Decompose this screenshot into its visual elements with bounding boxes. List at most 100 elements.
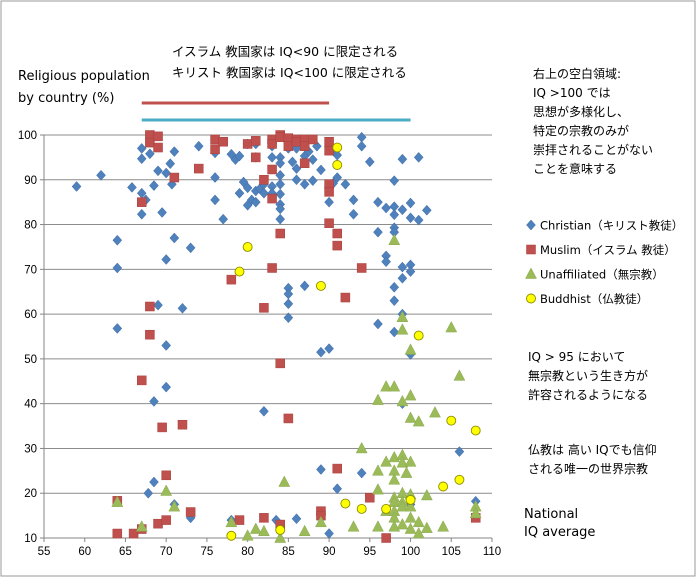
legend-label: Muslim（イスラム 教徒）	[540, 243, 676, 257]
x-tick-label: 60	[78, 546, 91, 558]
point-square	[218, 136, 228, 147]
point-triangle	[445, 321, 458, 333]
point-diamond	[136, 153, 147, 165]
point-diamond	[389, 326, 400, 338]
annotation-upper-right-line: 崇拝されることがない	[533, 142, 653, 157]
point-square	[332, 228, 342, 239]
reference-lines	[141, 101, 411, 122]
point-square	[283, 133, 294, 143]
annotation-islam-limit: イスラム 教国家は IQ<90 に限定される	[172, 44, 398, 59]
point-square	[112, 528, 123, 539]
point-diamond	[381, 256, 391, 268]
y-axis-label-line2: by country (%)	[18, 91, 114, 106]
point-circle	[234, 266, 245, 277]
point-diamond	[405, 197, 416, 209]
point-diamond	[340, 178, 351, 190]
x-tick-label: 65	[119, 546, 132, 558]
point-square	[324, 187, 334, 197]
annotation-middle-right: IQ > 95 において 無宗教という生き方が 許容されるようになる	[528, 350, 648, 402]
point-triangle	[400, 466, 413, 478]
point-circle	[405, 494, 416, 505]
point-diamond	[149, 476, 159, 488]
point-diamond	[356, 140, 367, 152]
point-diamond	[169, 232, 180, 244]
y-axis-label-line1: Religious population	[18, 69, 150, 84]
point-diamond	[356, 467, 367, 479]
point-diamond	[332, 172, 343, 183]
point-diamond	[413, 152, 424, 163]
legend-marker-diamond	[526, 219, 536, 231]
point-diamond	[287, 156, 298, 168]
point-diamond	[364, 156, 375, 168]
legend-entry: Muslim（イスラム 教徒）	[526, 243, 676, 257]
point-circle	[356, 503, 367, 514]
point-diamond	[421, 204, 432, 216]
point-square	[299, 158, 310, 168]
point-diamond	[234, 150, 245, 162]
legend-label: Unaffiliated（無宗教）	[540, 268, 664, 282]
y-tick-label: 70	[24, 264, 37, 276]
point-diamond	[250, 196, 261, 208]
point-circle	[438, 481, 449, 492]
point-triangle	[469, 506, 482, 519]
annotation-upper-right-line: ことを意味する	[533, 161, 617, 176]
point-triangle	[347, 520, 360, 532]
point-diamond	[389, 295, 400, 307]
legend-marker-triangle	[525, 267, 537, 279]
point-square	[283, 141, 294, 151]
point-square	[161, 515, 171, 525]
point-triangle	[355, 441, 368, 454]
point-diamond	[259, 405, 269, 417]
point-diamond	[348, 194, 359, 206]
point-triangle	[412, 515, 425, 528]
annotation-upper-right-line: IQ >100 では	[533, 86, 611, 100]
point-square	[259, 513, 269, 523]
y-tick-label: 20	[24, 488, 37, 500]
point-triangle	[135, 520, 148, 532]
point-square	[161, 470, 171, 481]
point-triangle	[372, 520, 384, 532]
annotation-lower-right: 仏教は 高い IQでも信仰 される唯一の世界宗教	[528, 442, 657, 476]
point-diamond	[153, 165, 163, 177]
point-square	[275, 358, 285, 369]
y-tick-label: 50	[24, 354, 37, 366]
point-square	[267, 193, 277, 204]
point-square	[259, 175, 269, 185]
annotation-upper-right-line: 特定の宗教のみが	[533, 123, 629, 138]
point-triangle	[249, 522, 262, 534]
point-square	[275, 132, 285, 142]
point-circle	[332, 160, 343, 170]
point-diamond	[157, 207, 167, 218]
x-tick-label: 80	[241, 546, 254, 558]
point-diamond	[373, 226, 383, 238]
point-square	[136, 375, 147, 386]
point-triangle	[372, 464, 384, 476]
point-triangle	[396, 323, 409, 335]
point-triangle	[396, 500, 409, 512]
point-circle	[332, 142, 343, 153]
point-triangle	[380, 380, 393, 392]
point-diamond	[127, 182, 137, 193]
point-diamond	[169, 146, 180, 157]
point-triangle	[404, 389, 417, 401]
annotation-upper-right-line: 右上の空白領域:	[533, 66, 621, 81]
series-diamond	[71, 131, 481, 539]
point-diamond	[307, 154, 318, 166]
point-diamond	[413, 214, 424, 226]
point-diamond	[145, 148, 155, 160]
point-diamond	[389, 175, 400, 187]
point-diamond	[149, 396, 159, 407]
point-diamond	[267, 152, 277, 163]
point-triangle	[404, 500, 417, 512]
point-square	[242, 139, 253, 149]
point-circle	[315, 280, 326, 291]
annotation-christian-limit: キリスト 教国家は IQ<100 に限定される	[172, 65, 407, 80]
point-square	[234, 515, 245, 525]
x-tick-label: 90	[323, 546, 336, 558]
point-diamond	[397, 272, 408, 284]
data-points	[71, 130, 482, 543]
point-triangle	[437, 520, 450, 532]
point-circle	[381, 503, 392, 514]
point-diamond	[389, 281, 400, 293]
